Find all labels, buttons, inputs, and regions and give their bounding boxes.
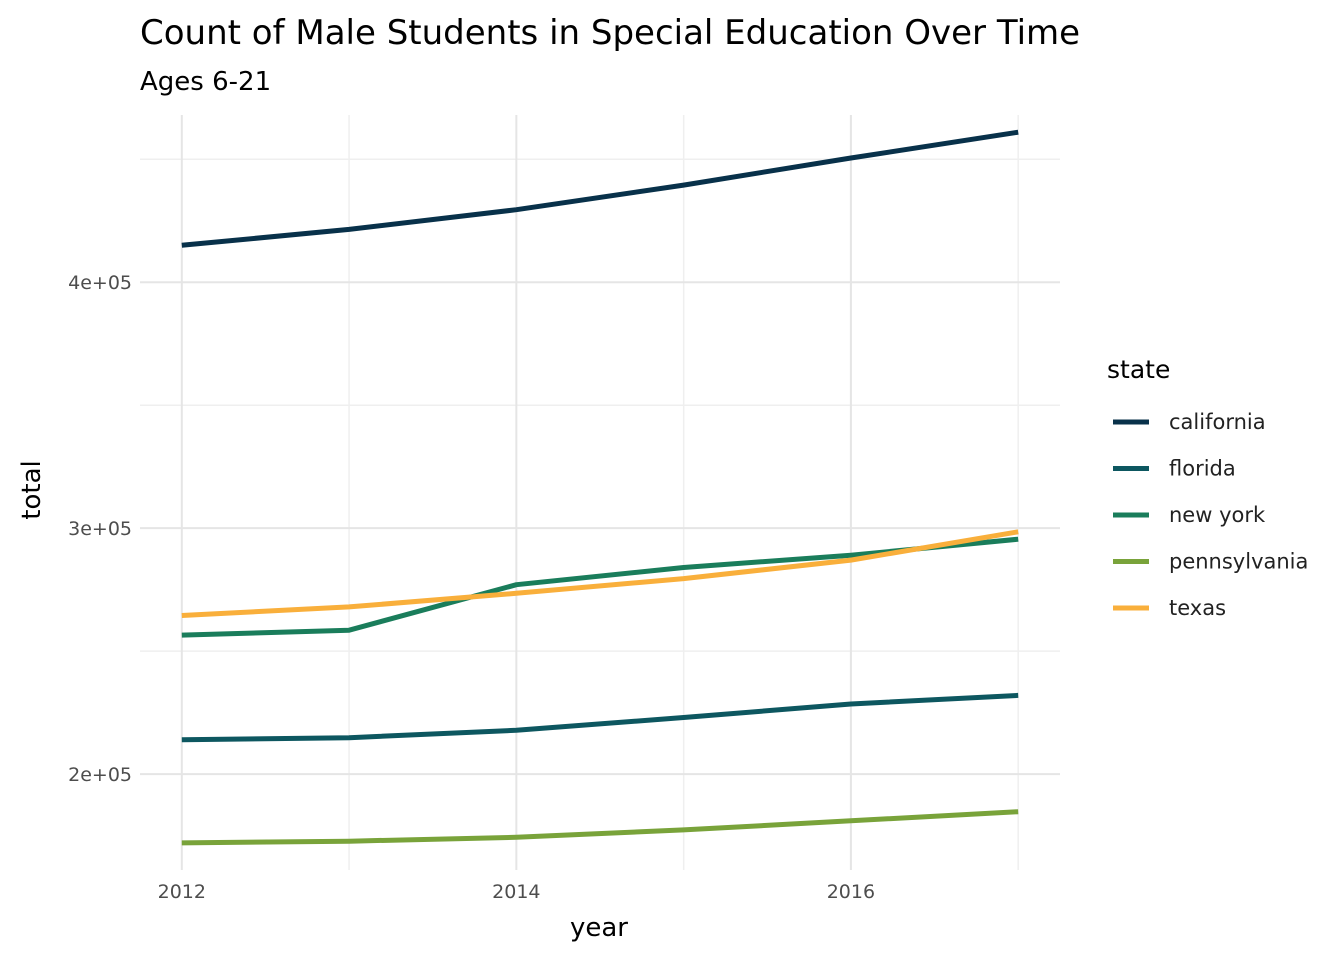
- y-tick-label: 4e+05: [68, 272, 132, 294]
- legend-title: state: [1107, 355, 1170, 384]
- x-tick-label: 2016: [827, 881, 875, 903]
- x-tick-label: 2014: [492, 881, 540, 903]
- plot-grid: [140, 115, 1060, 870]
- y-axis-title: total: [17, 460, 47, 519]
- plot-series: [181, 129, 1019, 846]
- series-line-pennsylvania: [181, 809, 1019, 846]
- legend-label: pennsylvania: [1169, 550, 1308, 574]
- legend-label: california: [1169, 410, 1266, 434]
- y-tick-label: 3e+05: [68, 518, 132, 540]
- series-line-new-york: [181, 536, 1019, 638]
- legend-label: texas: [1169, 596, 1226, 620]
- chart-title: Count of Male Students in Special Educat…: [140, 13, 1080, 53]
- x-axis-title: year: [570, 913, 628, 943]
- x-tick-label: 2012: [158, 881, 206, 903]
- series-line-texas: [181, 529, 1019, 618]
- legend-label: florida: [1169, 457, 1236, 481]
- y-axis-ticks: 2e+05 3e+05 4e+05: [68, 272, 132, 786]
- y-tick-label: 2e+05: [68, 764, 132, 786]
- x-axis-ticks: 2012 2014 2016: [158, 881, 875, 903]
- series-line-florida: [181, 692, 1019, 743]
- chart-subtitle: Ages 6-21: [140, 67, 271, 97]
- legend: state california florida new york pennsylva…: [1107, 355, 1308, 620]
- series-line-california: [181, 129, 1019, 248]
- legend-label: new york: [1169, 503, 1266, 527]
